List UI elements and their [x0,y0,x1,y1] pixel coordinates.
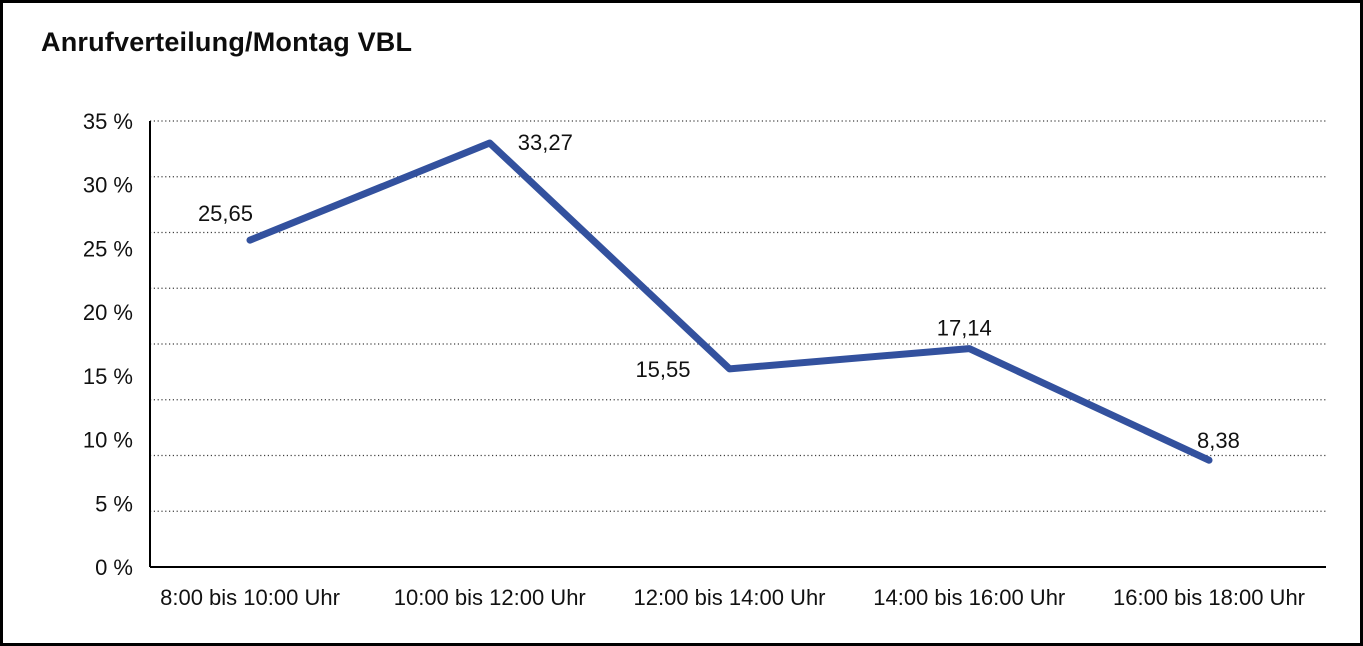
y-tick-label: 5 % [95,491,133,516]
y-tick-label: 30 % [83,173,133,198]
series-line [246,139,1213,464]
y-tick-label: 10 % [83,428,133,453]
y-tick-label: 25 % [83,236,133,261]
x-category-label: 8:00 bis 10:00 Uhr [160,585,340,610]
y-tick-label: 35 % [83,109,133,134]
data-label: 33,27 [518,130,573,155]
x-category-label: 12:00 bis 14:00 Uhr [633,585,825,610]
y-tick-label: 20 % [83,300,133,325]
chart-title: Anrufverteilung/Montag VBL [41,27,413,57]
data-label: 17,14 [937,316,992,341]
x-category-label: 10:00 bis 12:00 Uhr [394,585,586,610]
y-tick-label: 0 % [95,555,133,580]
data-label: 15,55 [635,357,690,382]
x-category-label: 16:00 bis 18:00 Uhr [1113,585,1305,610]
y-tick-label: 15 % [83,364,133,389]
data-label: 8,38 [1197,428,1240,453]
data-label: 25,65 [198,201,253,226]
line-chart: 35 % 30 % 25 % 20 % 15 % 10 % 5 % 0 % 8:00 bis 1… [83,109,1326,610]
x-category-label: 14:00 bis 16:00 Uhr [873,585,1065,610]
